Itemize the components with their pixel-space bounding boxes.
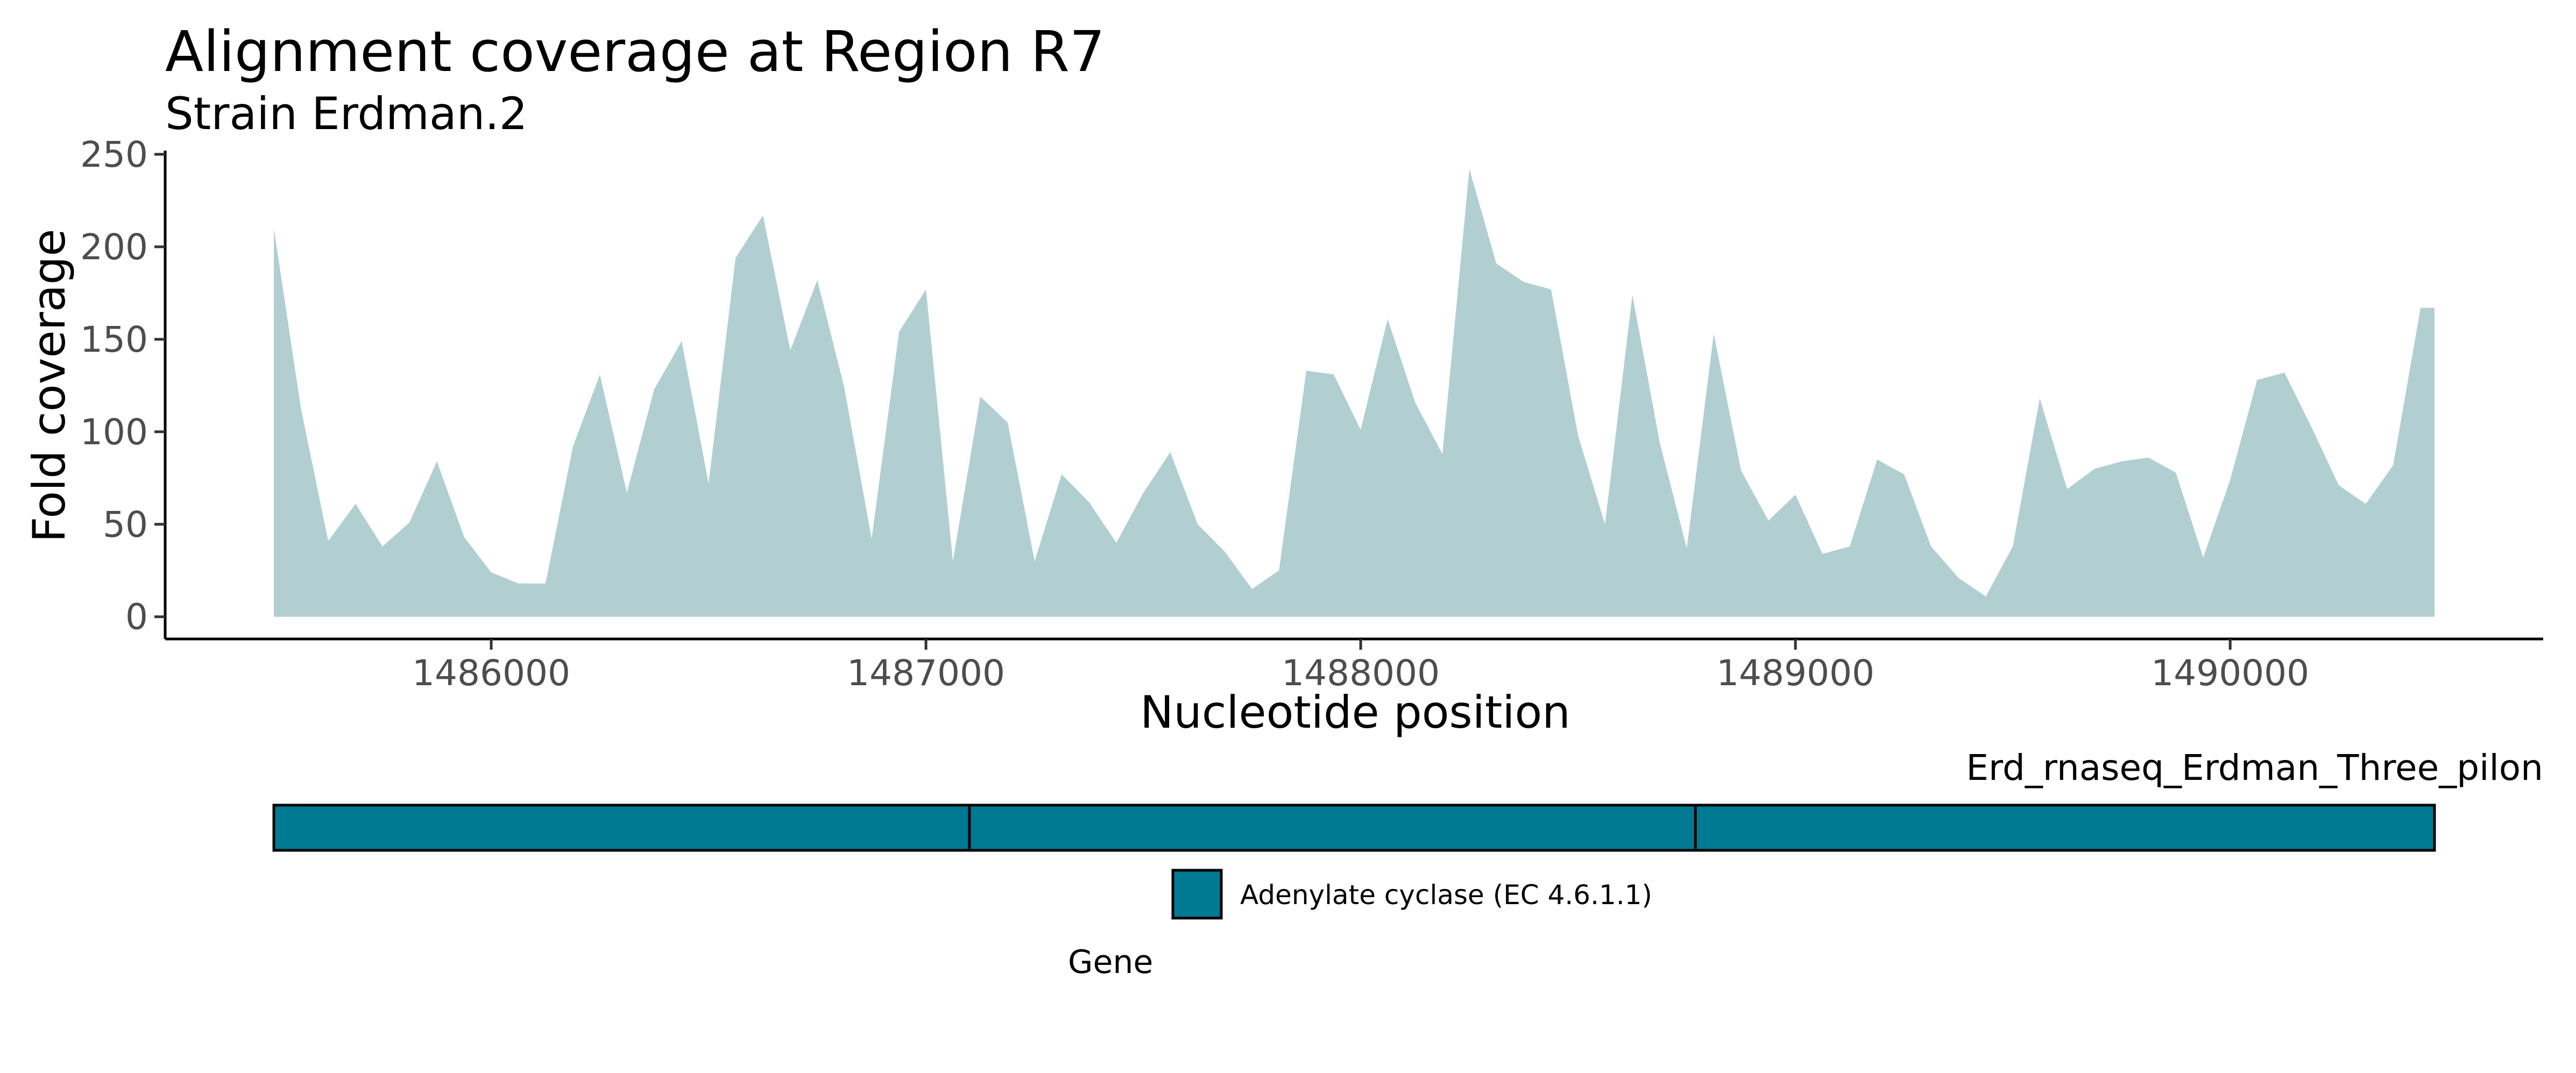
y-tick-label: 50: [103, 504, 148, 545]
legend: Adenylate cyclase (EC 4.6.1.1) Gene: [1068, 869, 1652, 981]
y-tick-label: 250: [80, 134, 148, 175]
y-tick-label: 200: [80, 226, 148, 268]
legend-swatch: [1171, 869, 1223, 920]
y-tick-label: 0: [125, 596, 148, 638]
chart-title: Alignment coverage at Region R7: [165, 19, 1105, 84]
x-tick-label: 1487000: [847, 652, 1005, 694]
gene-segment: [1694, 804, 2436, 852]
x-tick-label: 1486000: [412, 652, 570, 694]
legend-title: Gene: [1068, 943, 1153, 981]
gene-segment: [272, 804, 971, 852]
gene-track: [272, 804, 2436, 852]
chart-subtitle: Strain Erdman.2: [165, 88, 528, 140]
x-axis: 1486000 1487000 1488000 1489000 1490000: [165, 637, 2543, 694]
coverage-area: [274, 169, 2435, 617]
y-tick-label: 150: [80, 319, 148, 360]
gene-track-label: Erd_rnaseq_Erdman_Three_pilon: [1966, 747, 2543, 788]
x-tick-label: 1490000: [2151, 652, 2309, 694]
y-axis: 0 50 100 150 200 250: [80, 134, 167, 639]
plot-area: [274, 169, 2435, 617]
y-axis-title: Fold coverage: [23, 229, 75, 542]
legend-entry-label: Adenylate cyclase (EC 4.6.1.1): [1240, 879, 1652, 911]
y-tick-label: 100: [80, 411, 148, 453]
x-tick-label: 1488000: [1282, 652, 1440, 694]
gene-segment: [968, 804, 1697, 852]
x-axis-title: Nucleotide position: [1140, 686, 1570, 738]
x-tick-label: 1489000: [1716, 652, 1874, 694]
